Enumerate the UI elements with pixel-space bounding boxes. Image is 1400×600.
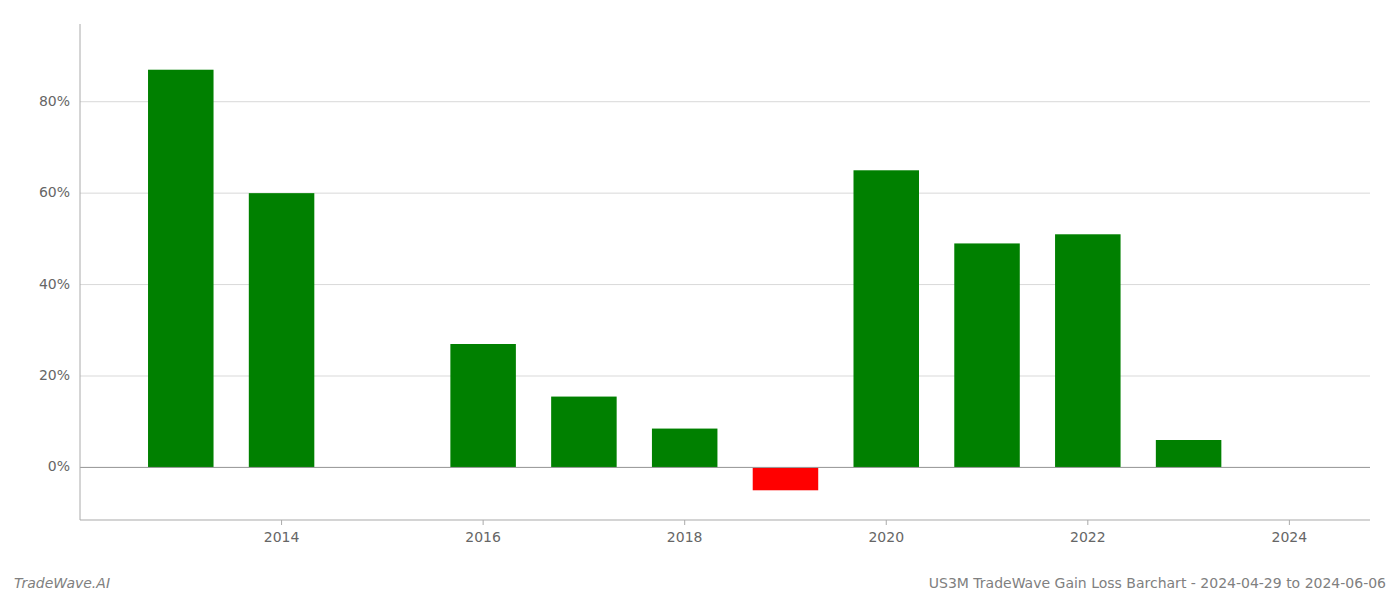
bar — [753, 467, 819, 490]
x-axis-line — [80, 519, 1370, 520]
x-tick — [281, 520, 282, 525]
y-tick-label: 40% — [39, 276, 70, 292]
bar — [1055, 234, 1121, 467]
x-tick-label: 2014 — [264, 529, 300, 545]
bar — [551, 397, 617, 468]
footer-right: US3M TradeWave Gain Loss Barchart - 2024… — [929, 575, 1386, 591]
x-tick — [684, 520, 685, 525]
y-tick-label: 80% — [39, 93, 70, 109]
bar — [853, 170, 919, 467]
footer-left: TradeWave.AI — [14, 575, 110, 591]
x-tick — [886, 520, 887, 525]
bar — [1156, 440, 1222, 467]
grid-line — [80, 467, 1370, 468]
y-axis: 0% 20% 40% 60% 80% — [39, 93, 70, 475]
bar — [954, 243, 1020, 467]
x-tick — [1087, 520, 1088, 525]
x-tick-label: 2022 — [1070, 529, 1106, 545]
y-tick-label: 20% — [39, 367, 70, 383]
grid-line — [80, 101, 1370, 102]
chart: 0% 20% 40% 60% 80% 2014 2016 2018 2020 2022 2024 Tr… — [0, 0, 1400, 600]
grid — [80, 102, 1370, 468]
bar — [249, 193, 315, 467]
bar — [450, 344, 516, 467]
x-tick-label: 2018 — [667, 529, 703, 545]
x-tick-label: 2020 — [868, 529, 904, 545]
x-axis: 2014 2016 2018 2020 2022 2024 — [264, 520, 1308, 545]
x-tick-label: 2024 — [1272, 529, 1308, 545]
y-axis-line — [80, 24, 81, 520]
x-tick-label: 2016 — [465, 529, 501, 545]
x-tick — [1289, 520, 1290, 525]
zero-line — [80, 467, 1370, 468]
y-tick-label: 60% — [39, 184, 70, 200]
bar — [148, 70, 214, 468]
chart-container: 0% 20% 40% 60% 80% 2014 2016 2018 2020 2022 2024 Tr… — [0, 0, 1400, 600]
y-tick-label: 0% — [48, 458, 70, 474]
x-tick — [483, 520, 484, 525]
bar — [652, 429, 718, 468]
bars — [148, 70, 1221, 491]
